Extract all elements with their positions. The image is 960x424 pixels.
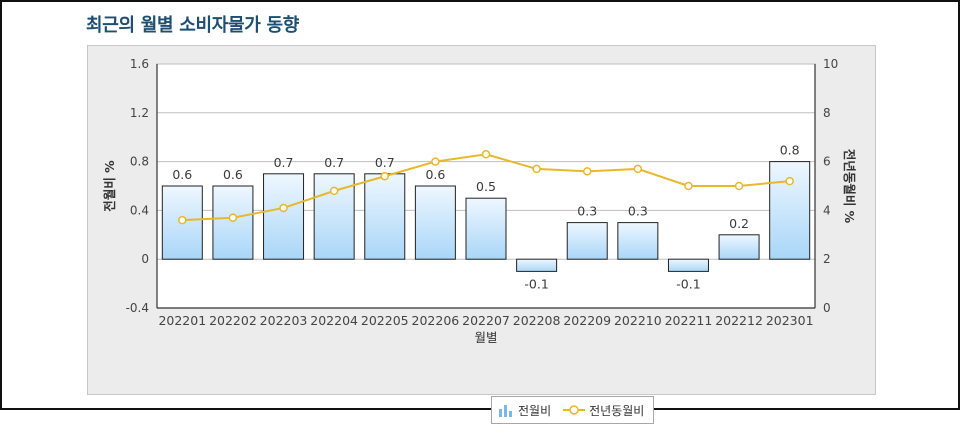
- y2-tick-label: 0: [823, 301, 831, 315]
- chart-panel: -0.4 0 0.4 0.8 1.2 1.6 0 2 4 6 8 10 0.6 0.6 0.7 0.7 0.7 0…: [87, 45, 876, 424]
- y2-tick-label: 4: [823, 203, 831, 217]
- x-tick-label: 202204: [310, 313, 358, 328]
- bar: [414, 185, 456, 260]
- y2-tick-label: 8: [823, 106, 831, 120]
- y-axis-title: 전월비 %: [102, 160, 117, 212]
- line-point: [178, 215, 187, 225]
- bar: [364, 173, 406, 260]
- line-point: [279, 203, 288, 213]
- y-tick-label: 0.8: [130, 155, 149, 169]
- y-tick-label: 0: [141, 252, 149, 266]
- line-point: [380, 171, 390, 181]
- bar-value-label: -0.1: [524, 276, 548, 291]
- bar-value-label: -0.1: [676, 276, 700, 291]
- combo-chart: -0.4 0 0.4 0.8 1.2 1.6 0 2 4 6 8 10 0.6 0.6 0.7 0.7 0.7 0…: [102, 57, 857, 345]
- bar: [516, 258, 558, 272]
- x-tick-label: 202211: [665, 313, 713, 328]
- line-point: [684, 181, 693, 191]
- line-point: [481, 150, 491, 159]
- y-tick-label: 0.4: [130, 203, 149, 217]
- y2-axis-title: 전년동월비 %: [842, 149, 857, 224]
- bar: [769, 161, 811, 260]
- line-point: [532, 164, 541, 174]
- x-tick-label: 202212: [715, 313, 763, 328]
- bar-value-label: 0.3: [628, 204, 648, 219]
- y-tick-label: -0.4: [126, 301, 149, 315]
- x-tick-label: 202210: [614, 313, 662, 328]
- bar: [718, 234, 760, 260]
- y-tick-label: 1.6: [130, 57, 149, 71]
- bar: [617, 222, 659, 260]
- x-tick-label: 202209: [563, 313, 611, 328]
- bar-value-label: 0.5: [476, 179, 496, 194]
- line-point: [582, 167, 592, 176]
- x-tick-label: 202208: [513, 313, 561, 328]
- bar-value-label: 0.3: [577, 204, 597, 219]
- bar: [212, 185, 254, 260]
- x-tick-label: 202202: [209, 313, 257, 328]
- line-point: [329, 186, 339, 196]
- chart-legend[interactable]: 전월비 전년동월비: [491, 396, 654, 424]
- bar-value-label: 0.7: [324, 155, 344, 170]
- x-tick-label: 202207: [462, 313, 510, 328]
- bar: [566, 222, 608, 260]
- y2-tick-label: 10: [823, 57, 838, 71]
- page-title: 최근의 월별 소비자물가 동향: [86, 15, 300, 36]
- line-point: [431, 157, 440, 166]
- y2-tick-label: 6: [823, 155, 831, 169]
- bar-chart-icon: [499, 405, 512, 417]
- bar-value-label: 0.6: [425, 167, 445, 182]
- x-tick-label: 202201: [158, 313, 206, 328]
- line-point: [734, 181, 744, 191]
- line-point: [228, 213, 238, 222]
- bar: [263, 173, 305, 260]
- bar-value-label: 0.2: [729, 216, 749, 231]
- line-point: [785, 176, 794, 186]
- x-tick-label: 202301: [766, 313, 814, 328]
- legend-item-line[interactable]: 전년동월비: [563, 402, 644, 419]
- x-axis-title: 월별: [474, 330, 497, 345]
- bar-value-label: 0.6: [223, 167, 243, 182]
- bar-value-label: 0.7: [274, 155, 294, 170]
- legend-label-line: 전년동월비: [589, 403, 645, 418]
- x-tick-label: 202205: [361, 313, 409, 328]
- bar-value-label: 0.7: [375, 155, 395, 170]
- y-tick-label: 1.2: [130, 106, 149, 120]
- legend-label-bar: 전월비: [518, 403, 552, 418]
- legend-item-bar[interactable]: 전월비: [498, 402, 551, 419]
- bar-value-label: 0.8: [780, 143, 800, 158]
- line-point: [633, 164, 643, 174]
- bar-value-label: 0.6: [172, 167, 192, 182]
- line-marker-icon: [563, 405, 586, 415]
- x-tick-label: 202203: [260, 313, 308, 328]
- bar: [465, 197, 507, 260]
- x-tick-label: 202206: [412, 313, 460, 328]
- y2-tick-label: 2: [823, 252, 831, 266]
- bar: [667, 258, 709, 272]
